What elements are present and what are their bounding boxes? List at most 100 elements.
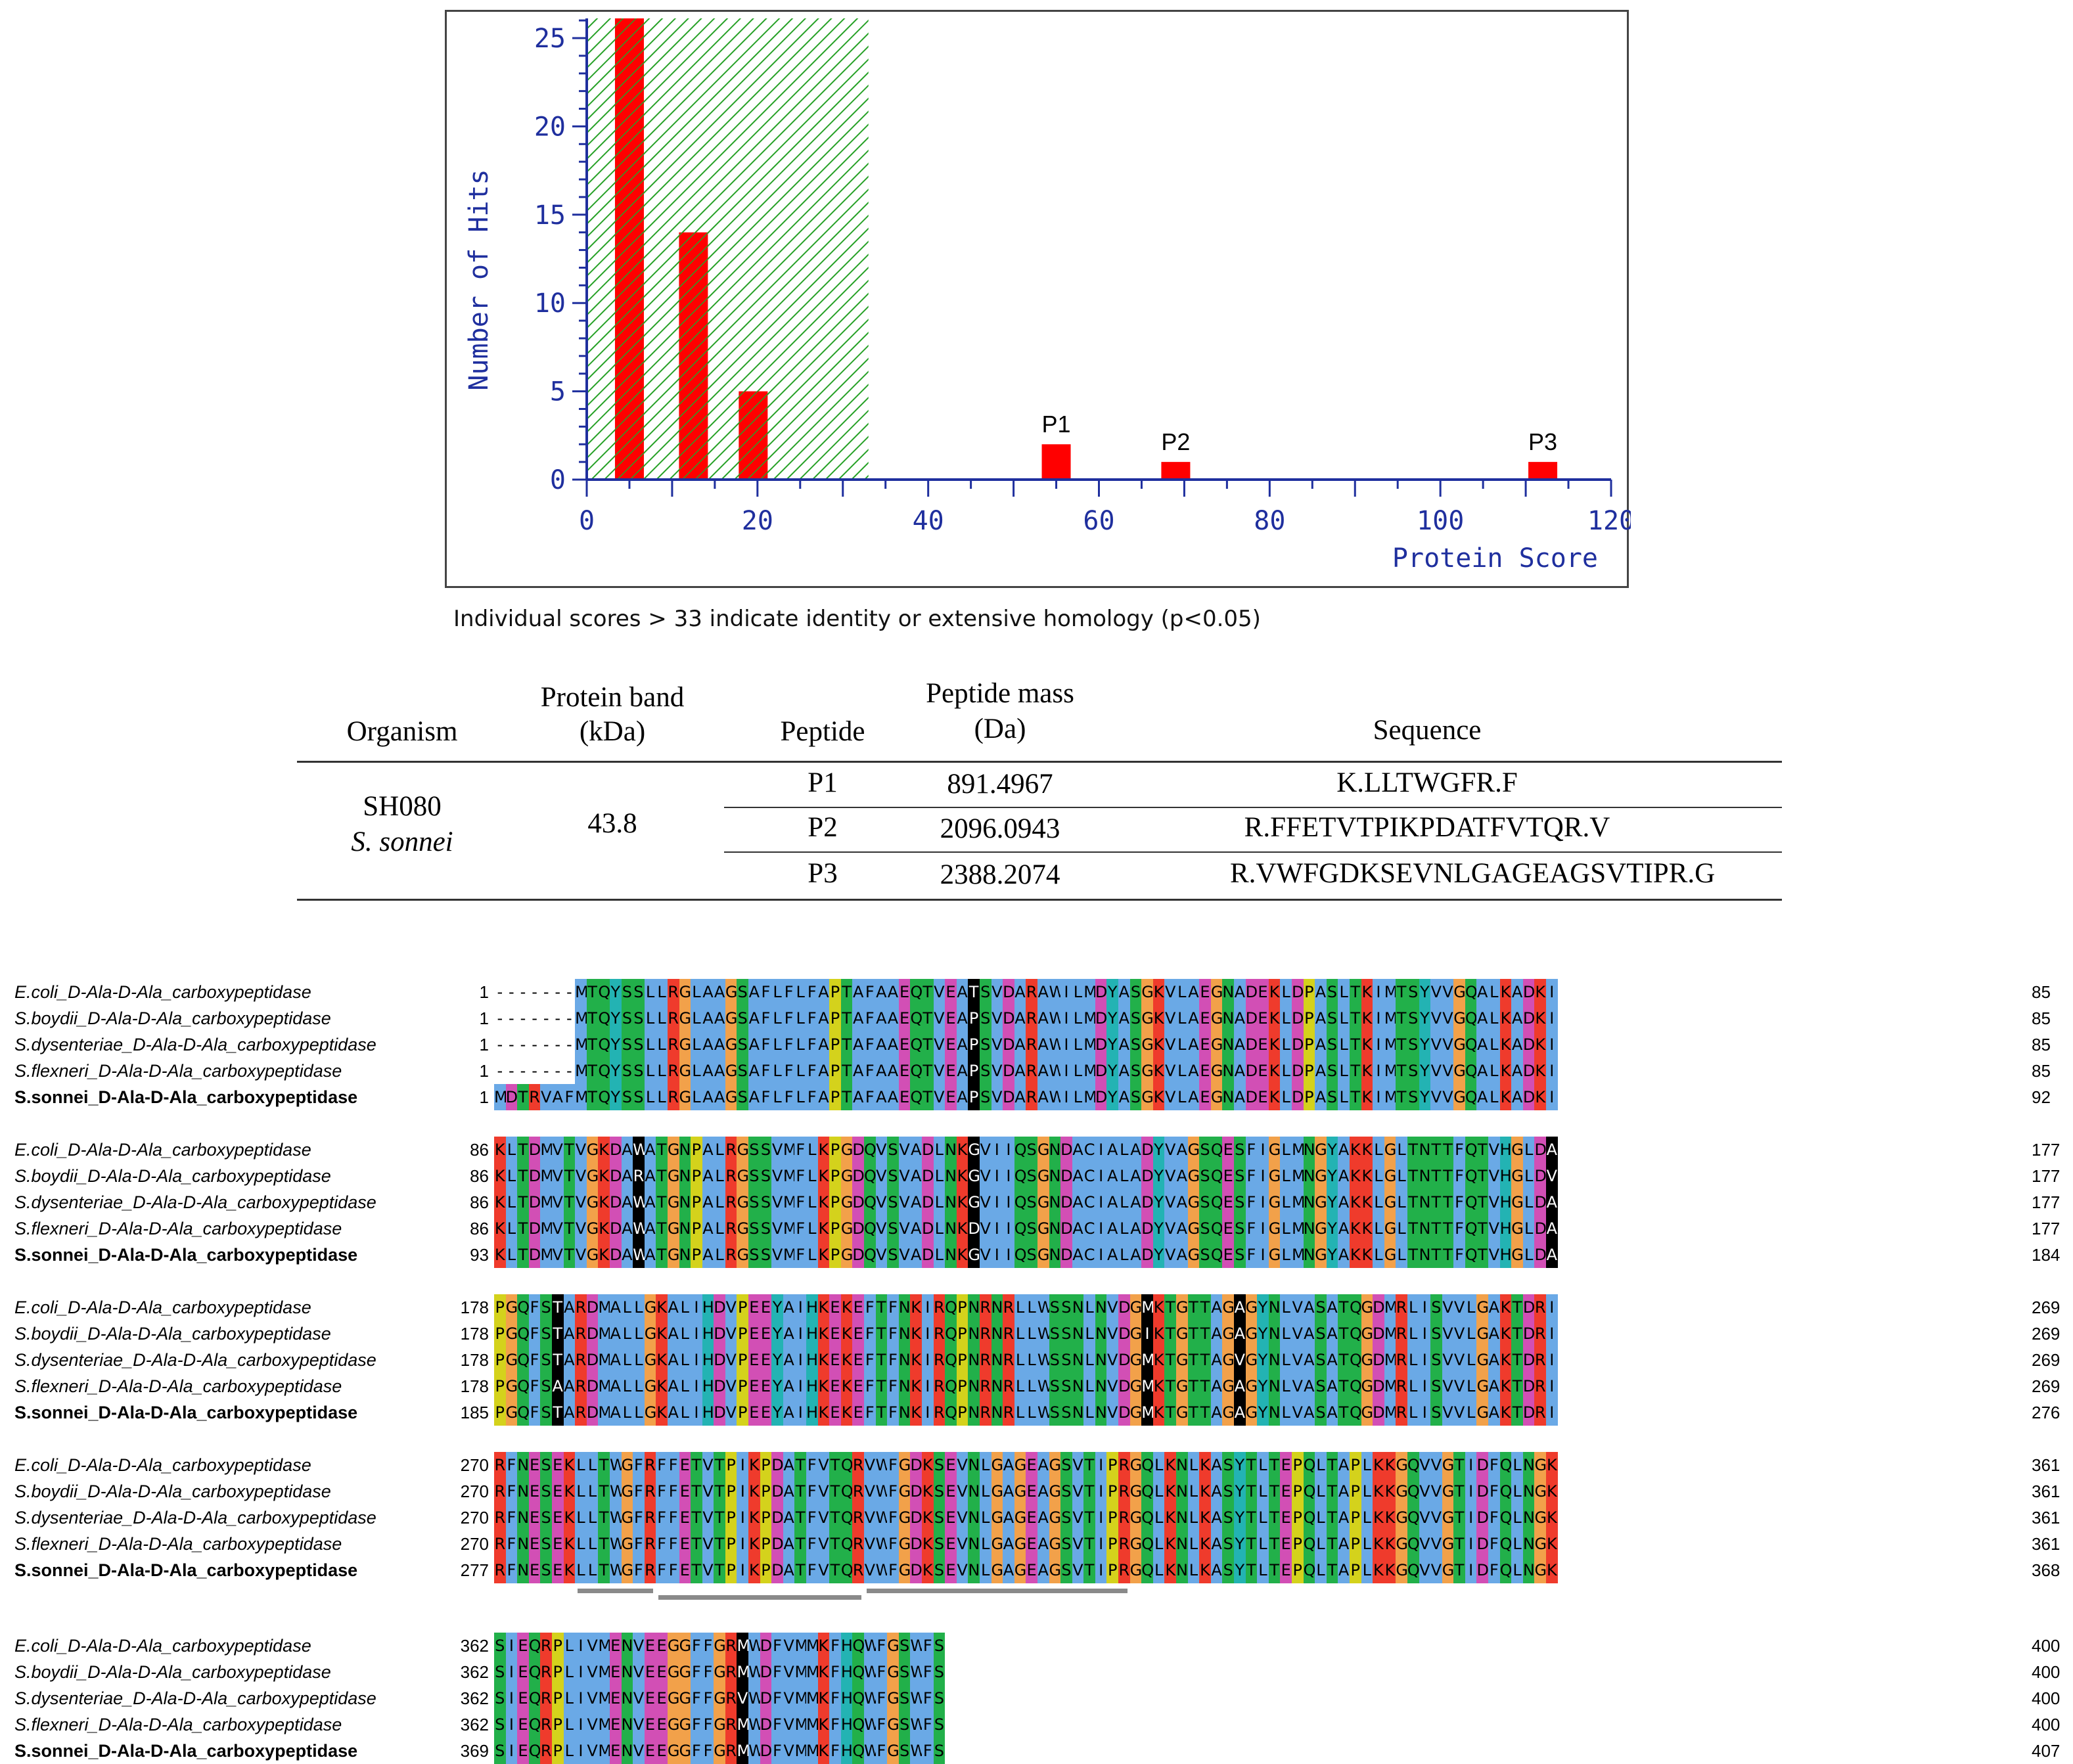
residue: A	[702, 1137, 714, 1163]
residue: G	[505, 1321, 518, 1347]
residue: K	[1384, 1452, 1396, 1478]
residue: D	[586, 1321, 599, 1347]
residue: I	[1419, 1294, 1431, 1321]
residue: N	[1303, 1137, 1315, 1163]
residue: F	[806, 1531, 818, 1557]
table-row-rule-2	[724, 851, 1782, 853]
residue: F	[829, 1738, 841, 1764]
residue: F	[528, 1294, 541, 1321]
residue: E	[517, 1659, 529, 1685]
residue: M	[598, 1399, 610, 1426]
residue: R	[1396, 1373, 1407, 1399]
residue: E	[829, 1294, 841, 1321]
residue: L	[1280, 1084, 1292, 1110]
residue: L	[586, 1478, 599, 1504]
residue: V	[1453, 1321, 1465, 1347]
residue: V	[1106, 1321, 1119, 1347]
residue: K	[1164, 1531, 1177, 1557]
residue: M	[1083, 1031, 1095, 1058]
residue: S	[760, 1215, 772, 1242]
residue: Y	[771, 1399, 783, 1426]
residue: K	[1499, 1347, 1512, 1373]
residue: E	[656, 1685, 668, 1711]
residue: V	[1430, 1504, 1442, 1531]
residue: T	[968, 979, 980, 1005]
residue: L	[1072, 979, 1084, 1005]
residue: T	[656, 1137, 668, 1163]
residue: Y	[771, 1347, 783, 1373]
residue: A	[1338, 1242, 1350, 1268]
residue: G	[1129, 1557, 1142, 1583]
residue: Q	[1499, 1478, 1512, 1504]
residue: S	[1129, 1084, 1142, 1110]
residue: V	[1442, 1373, 1454, 1399]
residue: S	[1026, 1137, 1037, 1163]
residue: D	[505, 1084, 518, 1110]
residue: D	[921, 1242, 934, 1268]
residue: T	[691, 1531, 702, 1557]
residue: R	[667, 1031, 679, 1058]
residue: N	[1303, 1189, 1315, 1215]
residue: G	[714, 1738, 725, 1764]
residue: D	[1118, 1294, 1130, 1321]
residue: T	[1453, 1478, 1465, 1504]
residue: V	[979, 1215, 991, 1242]
residue: V	[933, 979, 945, 1005]
residue: D	[1003, 1031, 1014, 1058]
residue: A	[852, 1058, 864, 1084]
residue: V	[540, 1084, 552, 1110]
residue: H	[840, 1711, 853, 1738]
residue: K	[494, 1137, 506, 1163]
residue: E	[1199, 979, 1211, 1005]
residue: D	[1141, 1215, 1153, 1242]
residue: K	[1349, 1215, 1361, 1242]
residue: L	[979, 1557, 991, 1583]
residue: K	[840, 1294, 853, 1321]
residue: F	[887, 1399, 899, 1426]
residue: L	[1014, 1321, 1026, 1347]
residue: S	[621, 979, 633, 1005]
residue: -	[532, 1062, 537, 1080]
residue: M	[1384, 979, 1396, 1005]
residue: A	[1338, 1452, 1350, 1478]
residue: V	[1430, 1531, 1442, 1557]
residue: -	[566, 983, 572, 1001]
residue: K	[494, 1242, 506, 1268]
residue: F	[667, 1557, 679, 1583]
residue: Q	[852, 1711, 864, 1738]
residue: Q	[1141, 1557, 1153, 1583]
residue: S	[1315, 1399, 1327, 1426]
residue: W	[910, 1633, 922, 1659]
residue: L	[1118, 1189, 1130, 1215]
residue: T	[1268, 1452, 1281, 1478]
residue: V	[1430, 979, 1442, 1005]
residue: L	[644, 1058, 656, 1084]
residue: R	[852, 1452, 864, 1478]
residue: D	[1060, 1242, 1072, 1268]
residue: L	[933, 1189, 945, 1215]
residue: S	[494, 1659, 506, 1685]
sequence-name: S.flexneri_D-Ala-D-Ala_carboxypeptidase	[14, 1219, 342, 1238]
residue: L	[691, 979, 702, 1005]
residue: N	[1268, 1399, 1281, 1426]
residue: A	[702, 979, 714, 1005]
residue: L	[679, 1373, 691, 1399]
residue: I	[1465, 1531, 1477, 1557]
residue: I	[991, 1215, 1003, 1242]
residue: W	[864, 1685, 876, 1711]
residue: A	[1210, 1504, 1223, 1531]
residue: M	[1384, 1058, 1396, 1084]
residue: L	[1176, 979, 1188, 1005]
residue: F	[505, 1557, 518, 1583]
residue: A	[1037, 1005, 1049, 1031]
residue: G	[1534, 1478, 1547, 1504]
residue: S	[633, 1058, 645, 1084]
residue: P	[1303, 1084, 1315, 1110]
residue: D	[1245, 979, 1258, 1005]
residue: V	[575, 1189, 587, 1215]
residue: V	[898, 1163, 911, 1189]
residue: D	[1118, 1347, 1130, 1373]
residue: T	[598, 1452, 610, 1478]
residue: Q	[1465, 1163, 1477, 1189]
